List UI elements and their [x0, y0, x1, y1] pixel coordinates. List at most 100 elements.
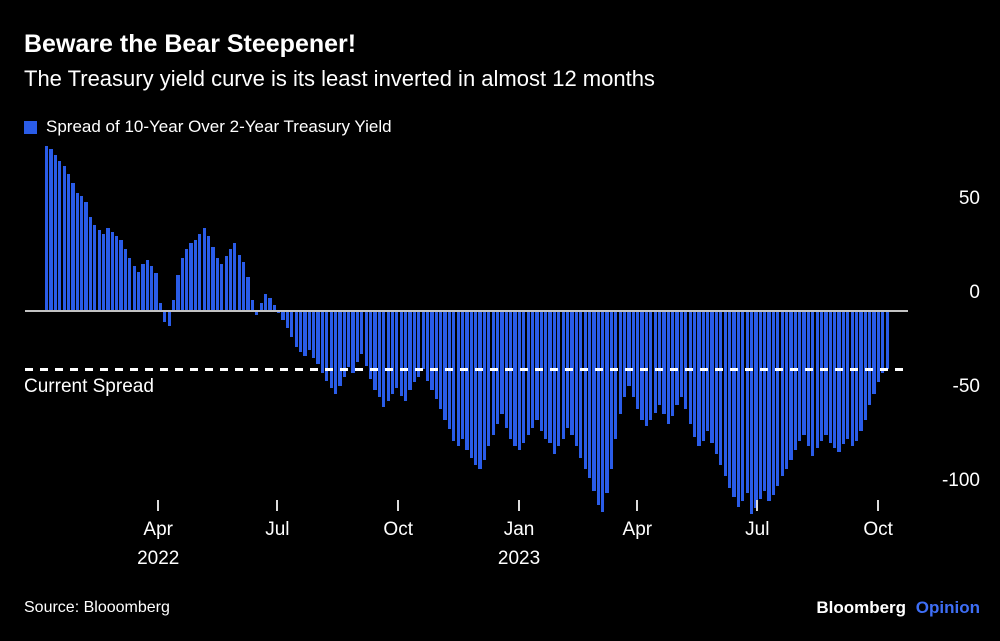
spread-bar [679, 311, 684, 398]
spread-bar [535, 311, 539, 421]
spread-bar [636, 311, 640, 409]
spread-bar [342, 311, 346, 377]
x-axis-tick-label: Jul [265, 519, 290, 540]
spread-bar [605, 311, 609, 494]
spread-bar [49, 149, 53, 311]
spread-bar [434, 311, 438, 400]
spread-bar [587, 311, 592, 479]
spread-bar [758, 311, 762, 499]
x-axis-tick-label: Apr [622, 519, 653, 540]
current-spread-line [25, 367, 908, 371]
spread-bar [833, 311, 837, 449]
spread-bar [763, 311, 767, 492]
spread-bar [425, 311, 430, 381]
spread-bar [154, 273, 158, 311]
zero-axis-line [25, 310, 908, 312]
spread-bar [601, 311, 605, 513]
spread-bar [780, 311, 784, 477]
spread-bar [868, 311, 872, 405]
x-axis-year-label: 2022 [137, 548, 180, 569]
spread-bar [360, 311, 364, 355]
spread-bar [614, 311, 618, 439]
spread-bar [539, 311, 543, 432]
spread-bar [237, 254, 241, 311]
spread-bar [745, 311, 749, 494]
spread-bar [517, 311, 522, 451]
spread-bar [592, 311, 596, 492]
spread-bar [692, 311, 697, 437]
spread-bar [128, 258, 132, 311]
spread-bar [176, 275, 180, 311]
x-axis-tick-label: Jan [503, 519, 535, 540]
spread-bar [741, 311, 745, 501]
spread-bar [513, 311, 517, 447]
spread-bar [583, 311, 587, 469]
spread-bar [548, 311, 552, 443]
legend: Spread of 10-Year Over 2-Year Treasury Y… [24, 117, 392, 137]
spread-bar [193, 239, 198, 311]
spread-bar [399, 311, 403, 396]
spread-bar [320, 311, 325, 374]
spread-bar [106, 228, 110, 311]
y-axis-tick-label: 0 [969, 282, 980, 303]
spread-bar [145, 260, 149, 311]
spread-bar [736, 311, 740, 507]
spread-bar [662, 311, 666, 415]
spread-bar [798, 311, 802, 441]
legend-swatch-icon [24, 120, 37, 134]
spread-bar [312, 311, 316, 358]
spread-bar [97, 230, 101, 311]
spread-bar [180, 258, 184, 311]
x-axis-tick-label: Jul [745, 519, 770, 540]
spread-bar [859, 311, 863, 432]
spread-bar [167, 311, 171, 327]
x-axis-tick-mark [397, 500, 400, 511]
spread-bar [281, 311, 285, 321]
spread-bar [329, 311, 333, 389]
x-axis-tick-label: Oct [863, 519, 893, 540]
brand-logo: Bloomberg Opinion [816, 598, 980, 618]
spread-bar [872, 311, 876, 394]
x-axis-tick-mark [877, 500, 880, 511]
spread-bar [675, 311, 679, 405]
spread-bar [881, 311, 885, 374]
spread-bar [88, 217, 93, 311]
spread-bar [325, 311, 329, 381]
chart-title: Beware the Bear Steepener! [24, 30, 357, 58]
spread-bar [491, 311, 495, 436]
spread-bar [198, 233, 202, 311]
spread-bar [62, 166, 66, 311]
spread-bar [802, 311, 806, 436]
spread-bar [469, 311, 473, 458]
spread-bar [544, 311, 548, 439]
spread-bar [631, 311, 635, 398]
brand-bloomberg: Bloomberg [816, 598, 907, 617]
spread-bar [206, 235, 211, 311]
spread-bar [522, 311, 526, 443]
spread-bar [653, 311, 657, 413]
spread-bar [189, 243, 193, 311]
spread-bar [828, 311, 832, 443]
spread-bar [767, 311, 771, 501]
spread-bar [368, 311, 373, 379]
spread-bar [110, 232, 114, 311]
spread-bar [373, 311, 377, 390]
spread-bar [242, 262, 246, 311]
spread-bar [347, 311, 351, 368]
spread-bar [351, 311, 355, 374]
spread-bar [75, 192, 79, 311]
spread-bar [526, 311, 530, 436]
spread-bar [500, 311, 504, 415]
spread-bar [115, 235, 119, 311]
spread-bar [824, 311, 828, 436]
spread-bar [390, 311, 395, 394]
spread-bar [377, 311, 381, 398]
spread-bar [395, 311, 399, 389]
spread-bar [793, 311, 797, 451]
spread-bar [596, 311, 600, 505]
spread-bar [649, 311, 653, 421]
spread-bar [290, 311, 294, 338]
spread-bar [71, 183, 75, 311]
x-axis-tick-mark [518, 500, 521, 511]
